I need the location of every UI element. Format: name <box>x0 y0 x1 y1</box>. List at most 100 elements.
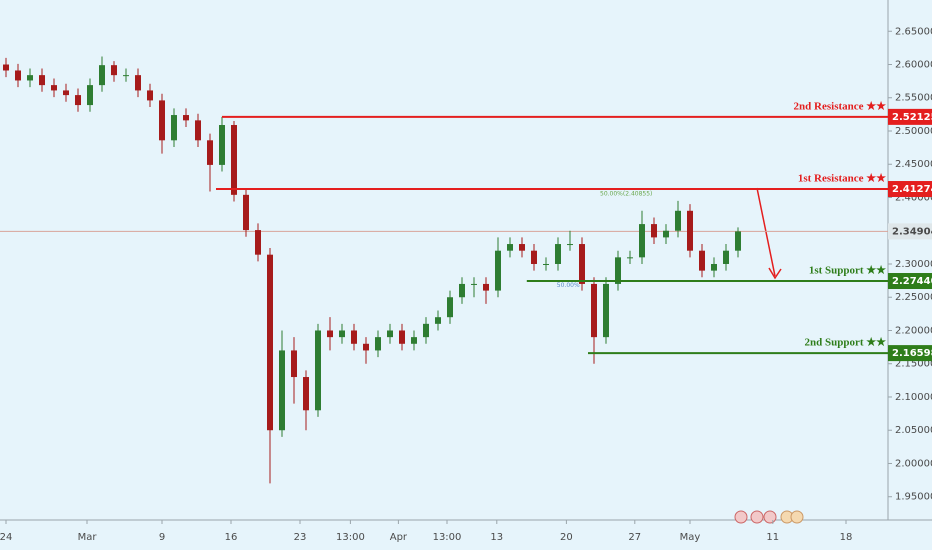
candle-body <box>75 95 81 106</box>
price-box <box>888 273 932 290</box>
candle-body <box>339 330 345 338</box>
candle-body <box>735 231 741 251</box>
candle-body <box>663 230 669 238</box>
candle-body <box>711 263 717 271</box>
y-tick-label: 2.50000 <box>895 126 932 137</box>
y-tick-label: 2.30000 <box>895 259 932 270</box>
x-tick-label: Apr <box>390 532 408 543</box>
candle-body <box>495 250 501 291</box>
x-tick-label: 13 <box>490 532 503 543</box>
candle-body <box>483 283 489 291</box>
y-tick-label: 2.55000 <box>895 93 932 104</box>
candle-body <box>411 337 417 344</box>
candle-body <box>471 283 477 285</box>
x-tick-label: 16 <box>225 532 238 543</box>
candle-body <box>123 75 129 77</box>
price-box-label: 2.52125 <box>892 112 932 123</box>
annotation: 50.00% <box>557 282 580 289</box>
candle-body <box>351 330 357 344</box>
candle-body <box>195 120 201 141</box>
candle-body <box>579 244 585 284</box>
level-label: 1st Resistance ★★ <box>798 173 886 185</box>
last-price-label: 2.34904 <box>892 226 932 237</box>
candle-body <box>387 330 393 338</box>
x-tick-label: 24 <box>0 532 12 543</box>
candle-body <box>27 75 33 81</box>
candle-body <box>723 250 729 264</box>
price-box-label: 2.16598 <box>892 348 932 359</box>
x-tick-label: 13:00 <box>433 532 462 543</box>
candle-body <box>315 330 321 411</box>
candle-body <box>699 250 705 271</box>
annotation: 50.00%(2.40855) <box>600 191 652 198</box>
arrow-head <box>768 267 782 280</box>
candle-body <box>531 250 537 264</box>
candle-body <box>459 283 465 298</box>
candle-body <box>111 65 117 76</box>
price-box <box>888 345 932 362</box>
candle-body <box>507 244 513 251</box>
candle-body <box>219 125 225 165</box>
candle-body <box>267 254 273 431</box>
candle-body <box>207 140 213 165</box>
candle-body <box>279 350 285 431</box>
x-tick-label: May <box>680 532 701 543</box>
candle-body <box>675 210 681 231</box>
candle-body <box>291 350 297 378</box>
candle-body <box>615 257 621 284</box>
y-tick-label: 2.20000 <box>895 325 932 336</box>
level-label: 2nd Support ★★ <box>805 337 887 349</box>
candle-body <box>243 194 249 231</box>
y-tick-label: 2.45000 <box>895 159 932 170</box>
candle-body <box>363 343 369 351</box>
price-box <box>888 181 932 198</box>
y-tick-label: 2.40000 <box>895 192 932 203</box>
candle-body <box>555 244 561 264</box>
price-box-label: 2.41274 <box>892 184 932 195</box>
y-tick-label: 2.60000 <box>895 60 932 71</box>
candle-body <box>171 115 177 141</box>
candle-body <box>651 224 657 238</box>
x-tick-label: 9 <box>159 532 165 543</box>
price-box-label: 2.27440 <box>892 276 932 287</box>
candle-body <box>543 263 549 265</box>
candle-body <box>399 330 405 344</box>
candle-body <box>255 230 261 255</box>
y-tick-label: 2.65000 <box>895 26 932 37</box>
arrow <box>756 187 776 277</box>
y-tick-label: 2.00000 <box>895 458 932 469</box>
candle-body <box>183 115 189 121</box>
candle-body <box>375 337 381 351</box>
y-tick-label: 2.05000 <box>895 425 932 436</box>
level-label: 1st Support ★★ <box>809 265 886 277</box>
candle-body <box>603 283 609 338</box>
candle-body <box>687 210 693 251</box>
candle-body <box>147 90 153 101</box>
candle-body <box>159 100 165 141</box>
candle-body <box>567 244 573 246</box>
x-tick-label: 27 <box>628 532 641 543</box>
candle-body <box>39 75 45 86</box>
x-tick-label: Mar <box>78 532 98 543</box>
x-tick-label: 23 <box>294 532 307 543</box>
level-label: 2nd Resistance ★★ <box>794 100 887 112</box>
price-box <box>888 108 932 125</box>
candle-body <box>591 283 597 338</box>
candle-body <box>231 125 237 195</box>
candle-body <box>627 257 633 259</box>
candle-body <box>87 85 93 106</box>
candle-body <box>15 70 21 81</box>
y-tick-label: 1.95000 <box>895 492 932 503</box>
candle-body <box>51 85 57 91</box>
x-tick-label: 13:00 <box>336 532 365 543</box>
last-price-box <box>888 223 932 240</box>
candle-body <box>639 224 645 258</box>
candle-body <box>99 65 105 86</box>
candle-body <box>63 90 69 96</box>
y-tick-label: 2.25000 <box>895 292 932 303</box>
candle-body <box>435 317 441 324</box>
candle-body <box>303 377 309 411</box>
x-tick-label: 20 <box>560 532 573 543</box>
candle-body <box>423 323 429 338</box>
